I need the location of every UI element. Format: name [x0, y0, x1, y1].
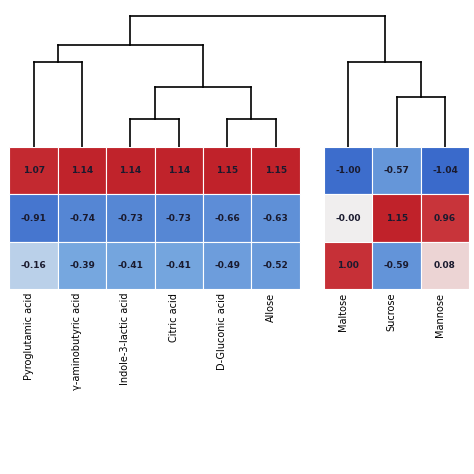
Text: 0.96: 0.96 — [434, 214, 456, 222]
Text: -0.57: -0.57 — [384, 166, 410, 175]
Text: -0.49: -0.49 — [214, 261, 240, 270]
Text: Maltose: Maltose — [338, 292, 348, 331]
Bar — [9, 147, 58, 194]
Text: D-Gluconic acid: D-Gluconic acid — [217, 292, 227, 370]
Bar — [252, 147, 300, 194]
Text: 1.07: 1.07 — [23, 166, 45, 175]
Text: -0.73: -0.73 — [118, 214, 144, 222]
Bar — [58, 194, 106, 242]
Text: -0.73: -0.73 — [166, 214, 192, 222]
Bar — [324, 147, 373, 194]
Bar — [155, 147, 203, 194]
Bar — [373, 194, 421, 242]
Bar — [421, 242, 469, 289]
Bar — [421, 147, 469, 194]
Bar — [252, 242, 300, 289]
Text: Allose: Allose — [265, 292, 276, 322]
Bar — [106, 147, 155, 194]
Text: -0.00: -0.00 — [336, 214, 361, 222]
Text: -1.04: -1.04 — [432, 166, 458, 175]
Bar — [324, 242, 373, 289]
Text: -0.39: -0.39 — [69, 261, 95, 270]
Text: -0.63: -0.63 — [263, 214, 289, 222]
Bar — [58, 147, 106, 194]
Text: -0.16: -0.16 — [21, 261, 46, 270]
Bar — [373, 147, 421, 194]
Text: Pyroglutamic acid: Pyroglutamic acid — [24, 292, 34, 380]
Text: 1.14: 1.14 — [168, 166, 190, 175]
Text: 1.00: 1.00 — [337, 261, 359, 270]
Bar — [421, 194, 469, 242]
Text: -1.00: -1.00 — [336, 166, 361, 175]
Bar — [106, 242, 155, 289]
Text: Indole-3-lactic acid: Indole-3-lactic acid — [120, 292, 130, 385]
Text: -0.59: -0.59 — [384, 261, 410, 270]
Text: -0.66: -0.66 — [214, 214, 240, 222]
Text: -0.41: -0.41 — [166, 261, 192, 270]
Text: -0.41: -0.41 — [118, 261, 144, 270]
Text: 1.15: 1.15 — [216, 166, 238, 175]
Text: 1.14: 1.14 — [71, 166, 93, 175]
Text: -0.74: -0.74 — [69, 214, 95, 222]
Text: 1.15: 1.15 — [386, 214, 408, 222]
Bar — [324, 194, 373, 242]
Bar — [373, 242, 421, 289]
Bar — [9, 194, 58, 242]
Bar — [106, 194, 155, 242]
Bar — [155, 194, 203, 242]
Bar — [252, 194, 300, 242]
Text: Citric acid: Citric acid — [169, 292, 179, 342]
Text: γ-aminobutyric acid: γ-aminobutyric acid — [72, 292, 82, 390]
Text: 1.15: 1.15 — [264, 166, 287, 175]
Text: 0.08: 0.08 — [434, 261, 456, 270]
Text: -0.52: -0.52 — [263, 261, 289, 270]
Bar — [203, 242, 252, 289]
Bar — [9, 242, 58, 289]
Bar — [203, 147, 252, 194]
Text: -0.91: -0.91 — [21, 214, 46, 222]
Bar — [58, 242, 106, 289]
Bar — [203, 194, 252, 242]
Bar — [155, 242, 203, 289]
Text: 1.14: 1.14 — [119, 166, 142, 175]
Text: Mannose: Mannose — [435, 292, 445, 337]
Text: Sucrose: Sucrose — [387, 292, 397, 331]
